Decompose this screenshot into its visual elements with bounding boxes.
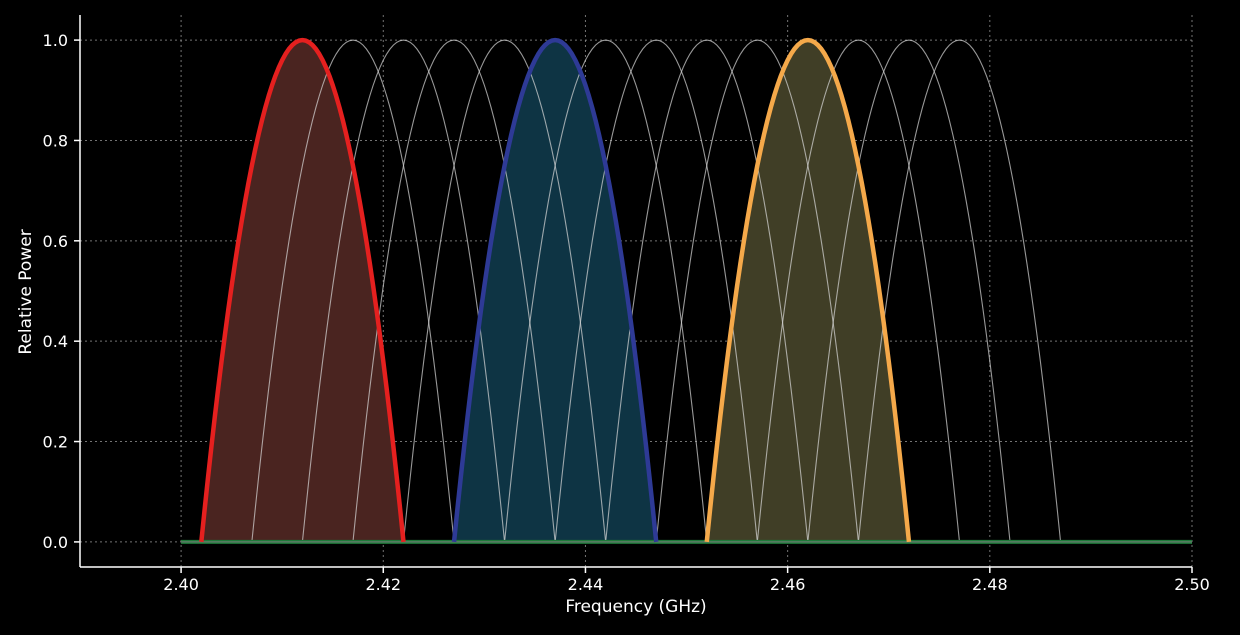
- highlighted-channel-curves: [199, 37, 912, 543]
- x-tick-label: 2.50: [1174, 575, 1210, 594]
- y-tick-label: 0.4: [43, 332, 68, 351]
- channel-fills: [201, 40, 909, 542]
- tick-labels: 2.40 2.42 2.44 2.46 2.48 2.50 0.0 0.2 0.4 0.6 0.8 1…: [43, 31, 1210, 594]
- channel-curve: [301, 39, 506, 542]
- channel-fill: [706, 40, 909, 542]
- channel-curve: [504, 39, 708, 542]
- x-tick-label: 2.46: [770, 575, 806, 594]
- y-tick-label: 0.0: [43, 533, 68, 552]
- x-tick-label: 2.40: [163, 575, 199, 594]
- y-tick-label: 0.2: [43, 433, 68, 452]
- y-tick-label: 0.8: [43, 131, 68, 150]
- highlighted-channel-curve: [199, 37, 406, 543]
- y-axis-label: Relative Power: [16, 229, 36, 354]
- x-tick-label: 2.48: [972, 575, 1008, 594]
- y-tick-label: 0.6: [43, 232, 68, 251]
- channel-curve: [807, 39, 1011, 542]
- channel-curve: [605, 39, 809, 542]
- channel-curve: [857, 39, 1062, 542]
- axes: [74, 15, 1193, 573]
- highlighted-channel-curve: [704, 37, 912, 543]
- x-tick-label: 2.42: [365, 575, 401, 594]
- y-tick-label: 1.0: [43, 31, 68, 50]
- x-tick-label: 2.44: [568, 575, 604, 594]
- channel-curve: [352, 39, 556, 542]
- highlighted-channel-curve: [451, 37, 659, 543]
- x-axis-label: Frequency (GHz): [565, 597, 706, 617]
- channel-curve: [554, 39, 758, 542]
- channel-curve: [756, 39, 961, 542]
- channel-curve: [251, 39, 455, 542]
- channel-curve: [402, 39, 607, 542]
- channel-curve: [655, 39, 859, 542]
